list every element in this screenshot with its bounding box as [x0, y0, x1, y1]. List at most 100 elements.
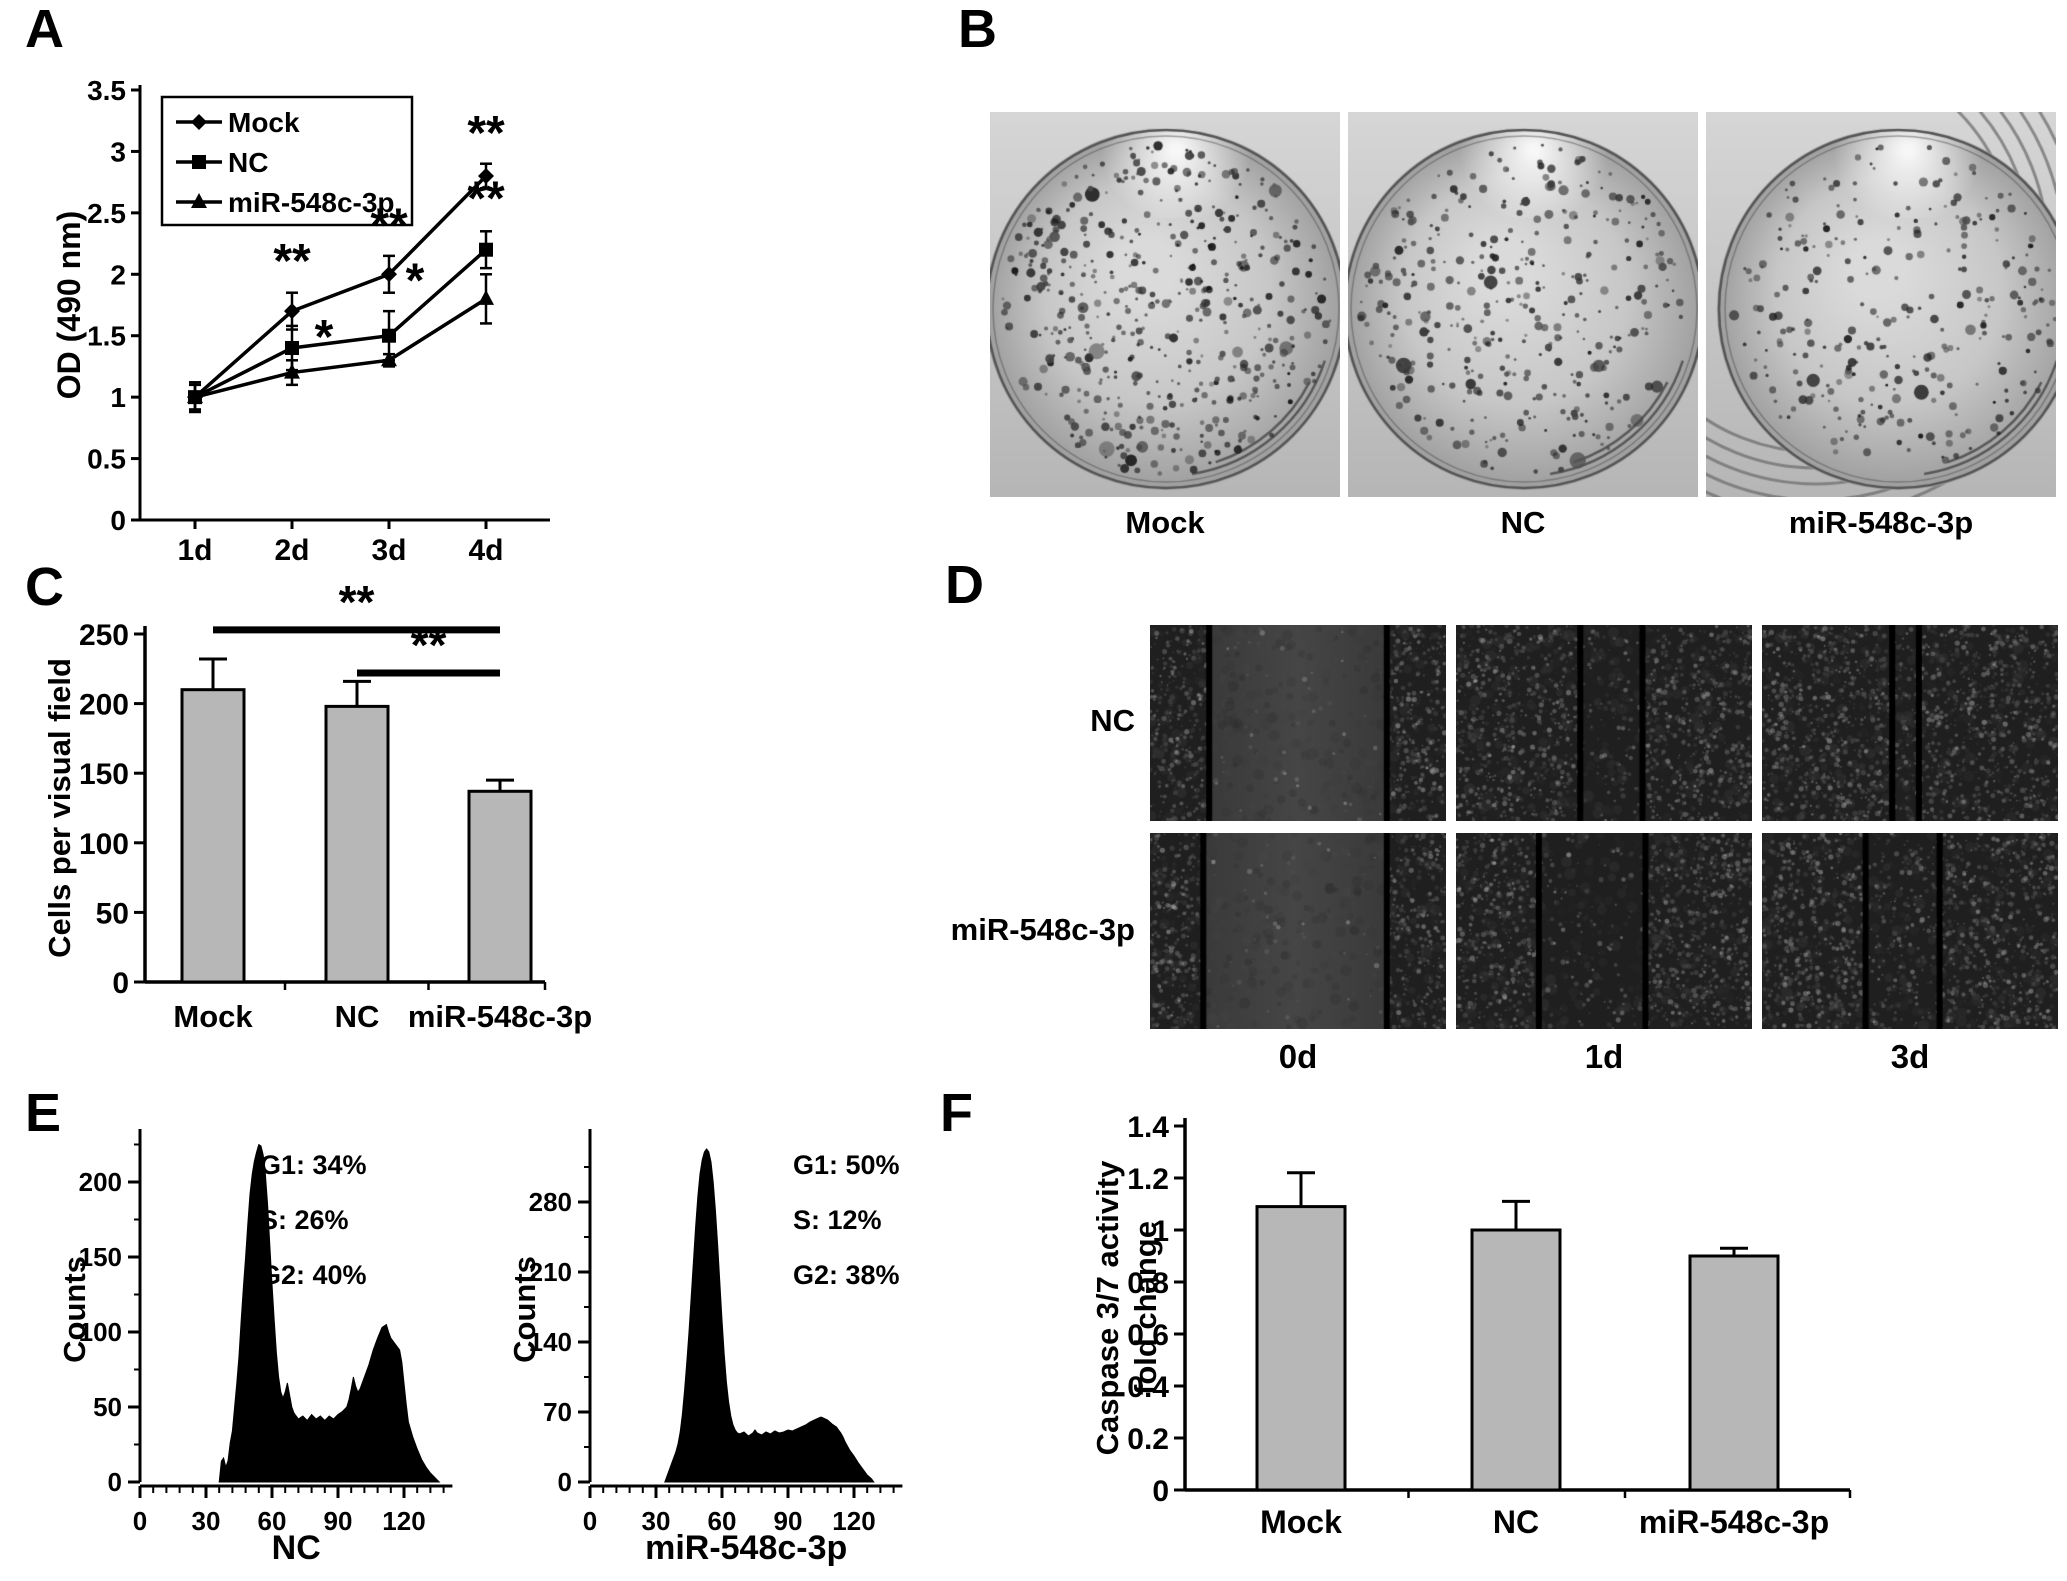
svg-text:*: *: [406, 255, 425, 308]
svg-text:50: 50: [96, 897, 129, 930]
svg-text:NC: NC: [335, 999, 380, 1034]
svg-text:miR-548c-3p: miR-548c-3p: [1639, 1504, 1829, 1540]
dish-label-mir: miR-548c-3p: [1788, 505, 1974, 540]
cell-cycle-histogram-nc: 0 50 100 150 200 0 30 60 90 120 Counts G1: 34% S: 26…: [57, 1129, 453, 1567]
svg-text:G2: 40%: G2: 40%: [260, 1260, 367, 1290]
svg-text:150: 150: [79, 1242, 122, 1272]
proliferation-line-chart: 0 0.5 1 1.5 2 2.5 3 3.5 1d 2d 3d 4d OD (490 nm) Mock N…: [51, 75, 550, 567]
svg-text:0.4: 0.4: [1127, 1371, 1169, 1404]
svg-text:200: 200: [79, 689, 129, 722]
svg-text:3.5: 3.5: [87, 75, 126, 106]
svg-text:0: 0: [1152, 1475, 1169, 1508]
svg-text:0: 0: [108, 1467, 122, 1497]
svg-text:G2: 38%: G2: 38%: [793, 1260, 900, 1290]
svg-text:*: *: [315, 311, 334, 364]
colony-dish-image-mir: [1706, 112, 2056, 497]
svg-text:S: 26%: S: 26%: [260, 1205, 349, 1235]
svg-text:miR-548c-3p: miR-548c-3p: [228, 187, 395, 218]
svg-text:Mock: Mock: [1260, 1504, 1342, 1540]
svg-text:NC: NC: [272, 1529, 321, 1567]
panel-b-letter: B: [958, 0, 997, 59]
svg-text:0: 0: [133, 1506, 147, 1536]
svg-text:120: 120: [832, 1506, 875, 1536]
svg-text:250: 250: [79, 619, 129, 652]
svg-text:0: 0: [112, 967, 129, 1000]
svg-text:NC: NC: [228, 147, 268, 178]
svg-text:210: 210: [529, 1257, 572, 1287]
svg-text:100: 100: [79, 1317, 122, 1347]
svg-text:Counts: Counts: [507, 1256, 542, 1363]
svg-text:1: 1: [110, 382, 126, 413]
svg-text:2: 2: [110, 259, 126, 290]
transwell-bar-chart: 0 50 100 150 200 250 Mock NC miR-548c-3p ** ** Cell…: [42, 576, 592, 1034]
svg-text:90: 90: [774, 1506, 803, 1536]
wound-col-label-0d: 0d: [1278, 1038, 1318, 1075]
svg-text:**: **: [370, 199, 408, 252]
svg-text:60: 60: [708, 1506, 737, 1536]
svg-text:**: **: [339, 576, 375, 628]
svg-text:60: 60: [258, 1506, 287, 1536]
svg-text:150: 150: [79, 758, 129, 791]
svg-text:miR-548c-3p: miR-548c-3p: [408, 999, 592, 1034]
svg-text:1: 1: [1152, 1215, 1169, 1248]
svg-text:1d: 1d: [177, 534, 212, 567]
panel-d-letter: D: [945, 555, 984, 615]
svg-text:1.2: 1.2: [1127, 1163, 1169, 1196]
svg-text:0: 0: [110, 505, 126, 536]
panel-e-letter: E: [25, 1083, 62, 1143]
caspase-bar-chart: 0 0.2 0.4 0.6 0.8 1 1.2 1.4 Mock NC miR-548c-3p Cas…: [1090, 1111, 1852, 1540]
svg-text:0.2: 0.2: [1127, 1423, 1169, 1456]
colony-dish-image-mock: [990, 112, 1340, 497]
svg-text:fold change: fold change: [1128, 1221, 1163, 1395]
cell-cycle-histogram-mir: 0 70 140 210 280 0 30 60 90 120 Counts G1: 50% S: 12…: [507, 1129, 903, 1567]
svg-text:0.5: 0.5: [87, 444, 126, 475]
svg-text:200: 200: [79, 1167, 122, 1197]
panel-a-letter: A: [25, 0, 64, 59]
svg-text:**: **: [273, 235, 311, 288]
wound-image-mir-0d: [1150, 833, 1446, 1029]
svg-text:miR-548c-3p: miR-548c-3p: [645, 1529, 847, 1567]
svg-text:0: 0: [583, 1506, 597, 1536]
svg-text:50: 50: [93, 1392, 122, 1422]
panel-f-letter: F: [940, 1083, 973, 1143]
svg-text:NC: NC: [1493, 1504, 1539, 1540]
svg-text:S: 12%: S: 12%: [793, 1205, 882, 1235]
svg-text:0.8: 0.8: [1127, 1267, 1169, 1300]
svg-text:3: 3: [110, 136, 126, 167]
svg-text:1.5: 1.5: [87, 321, 126, 352]
svg-text:Mock: Mock: [228, 107, 300, 138]
svg-text:100: 100: [79, 828, 129, 861]
svg-text:G1: 50%: G1: 50%: [793, 1150, 900, 1180]
svg-text:G1: 34%: G1: 34%: [260, 1150, 367, 1180]
wound-col-label-3d: 3d: [1890, 1038, 1930, 1075]
wound-row-label-nc: NC: [1090, 703, 1135, 738]
colony-dish-image-nc: [1348, 112, 1698, 497]
svg-text:90: 90: [324, 1506, 353, 1536]
svg-text:2d: 2d: [274, 534, 309, 567]
wound-row-label-mir: miR-548c-3p: [950, 912, 1135, 947]
dish-label-mock: Mock: [1125, 505, 1205, 540]
svg-text:**: **: [467, 107, 505, 160]
svg-text:0: 0: [558, 1467, 572, 1497]
wound-image-nc-0d: [1150, 625, 1446, 821]
wound-image-nc-1d: [1456, 625, 1752, 821]
svg-text:30: 30: [192, 1506, 221, 1536]
wound-image-mir-1d: [1456, 833, 1752, 1029]
svg-text:Counts: Counts: [57, 1256, 92, 1363]
svg-text:Cells per visual field: Cells per visual field: [42, 658, 77, 958]
wound-col-label-1d: 1d: [1584, 1038, 1624, 1075]
svg-text:0.6: 0.6: [1127, 1319, 1169, 1352]
svg-text:Mock: Mock: [173, 999, 253, 1034]
svg-text:Caspase 3/7 activity: Caspase 3/7 activity: [1090, 1160, 1125, 1455]
svg-text:**: **: [411, 619, 447, 671]
svg-text:**: **: [467, 173, 505, 226]
wound-image-nc-3d: [1762, 625, 2058, 821]
svg-text:OD (490 nm): OD (490 nm): [51, 211, 87, 399]
dish-label-nc: NC: [1500, 505, 1546, 540]
svg-text:280: 280: [529, 1187, 572, 1217]
svg-text:1.4: 1.4: [1127, 1111, 1169, 1144]
svg-text:70: 70: [543, 1397, 572, 1427]
svg-text:2.5: 2.5: [87, 198, 126, 229]
wound-image-mir-3d: [1762, 833, 2058, 1029]
